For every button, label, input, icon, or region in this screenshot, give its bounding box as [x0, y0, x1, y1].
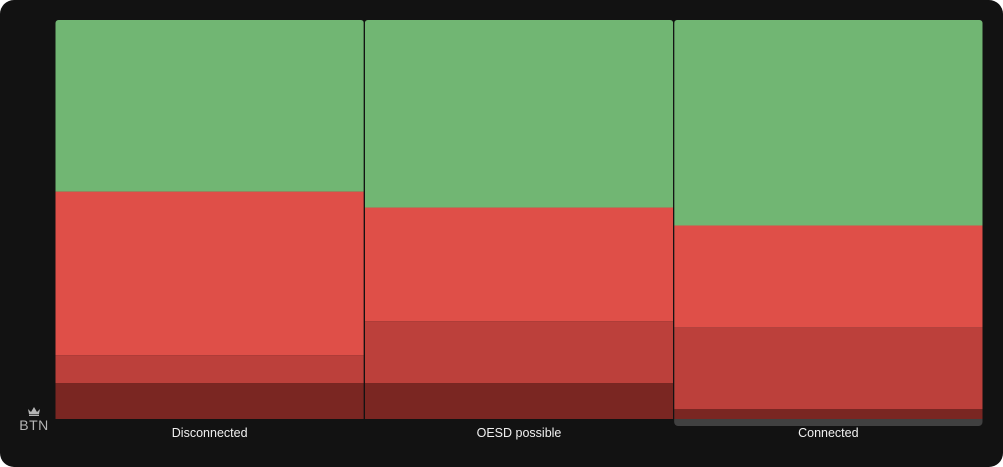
bar-segment: [364, 321, 674, 384]
bar-segment: [55, 355, 364, 384]
x-tick-label: OESD possible: [477, 426, 562, 440]
bar-segment: [674, 20, 983, 226]
bar-segment: [55, 191, 364, 356]
bar-segment: [674, 409, 983, 419]
bar-segment: [364, 383, 674, 419]
bar-segment: [364, 20, 674, 208]
bar-segment: [364, 207, 674, 322]
bar-segment: [55, 20, 364, 192]
btn-logo: BTN: [14, 406, 54, 440]
bar-column-1: [364, 20, 674, 419]
x-tick-label: Disconnected: [172, 426, 248, 440]
bar-segment: [674, 327, 983, 410]
bar-column-2: [674, 20, 983, 419]
bar-column-0: [55, 20, 364, 419]
crown-icon: [28, 407, 40, 416]
bar-segment: [674, 225, 983, 328]
x-tick-label: Connected: [798, 426, 859, 440]
logo-text: BTN: [19, 417, 49, 433]
bar-segment: [55, 383, 364, 419]
